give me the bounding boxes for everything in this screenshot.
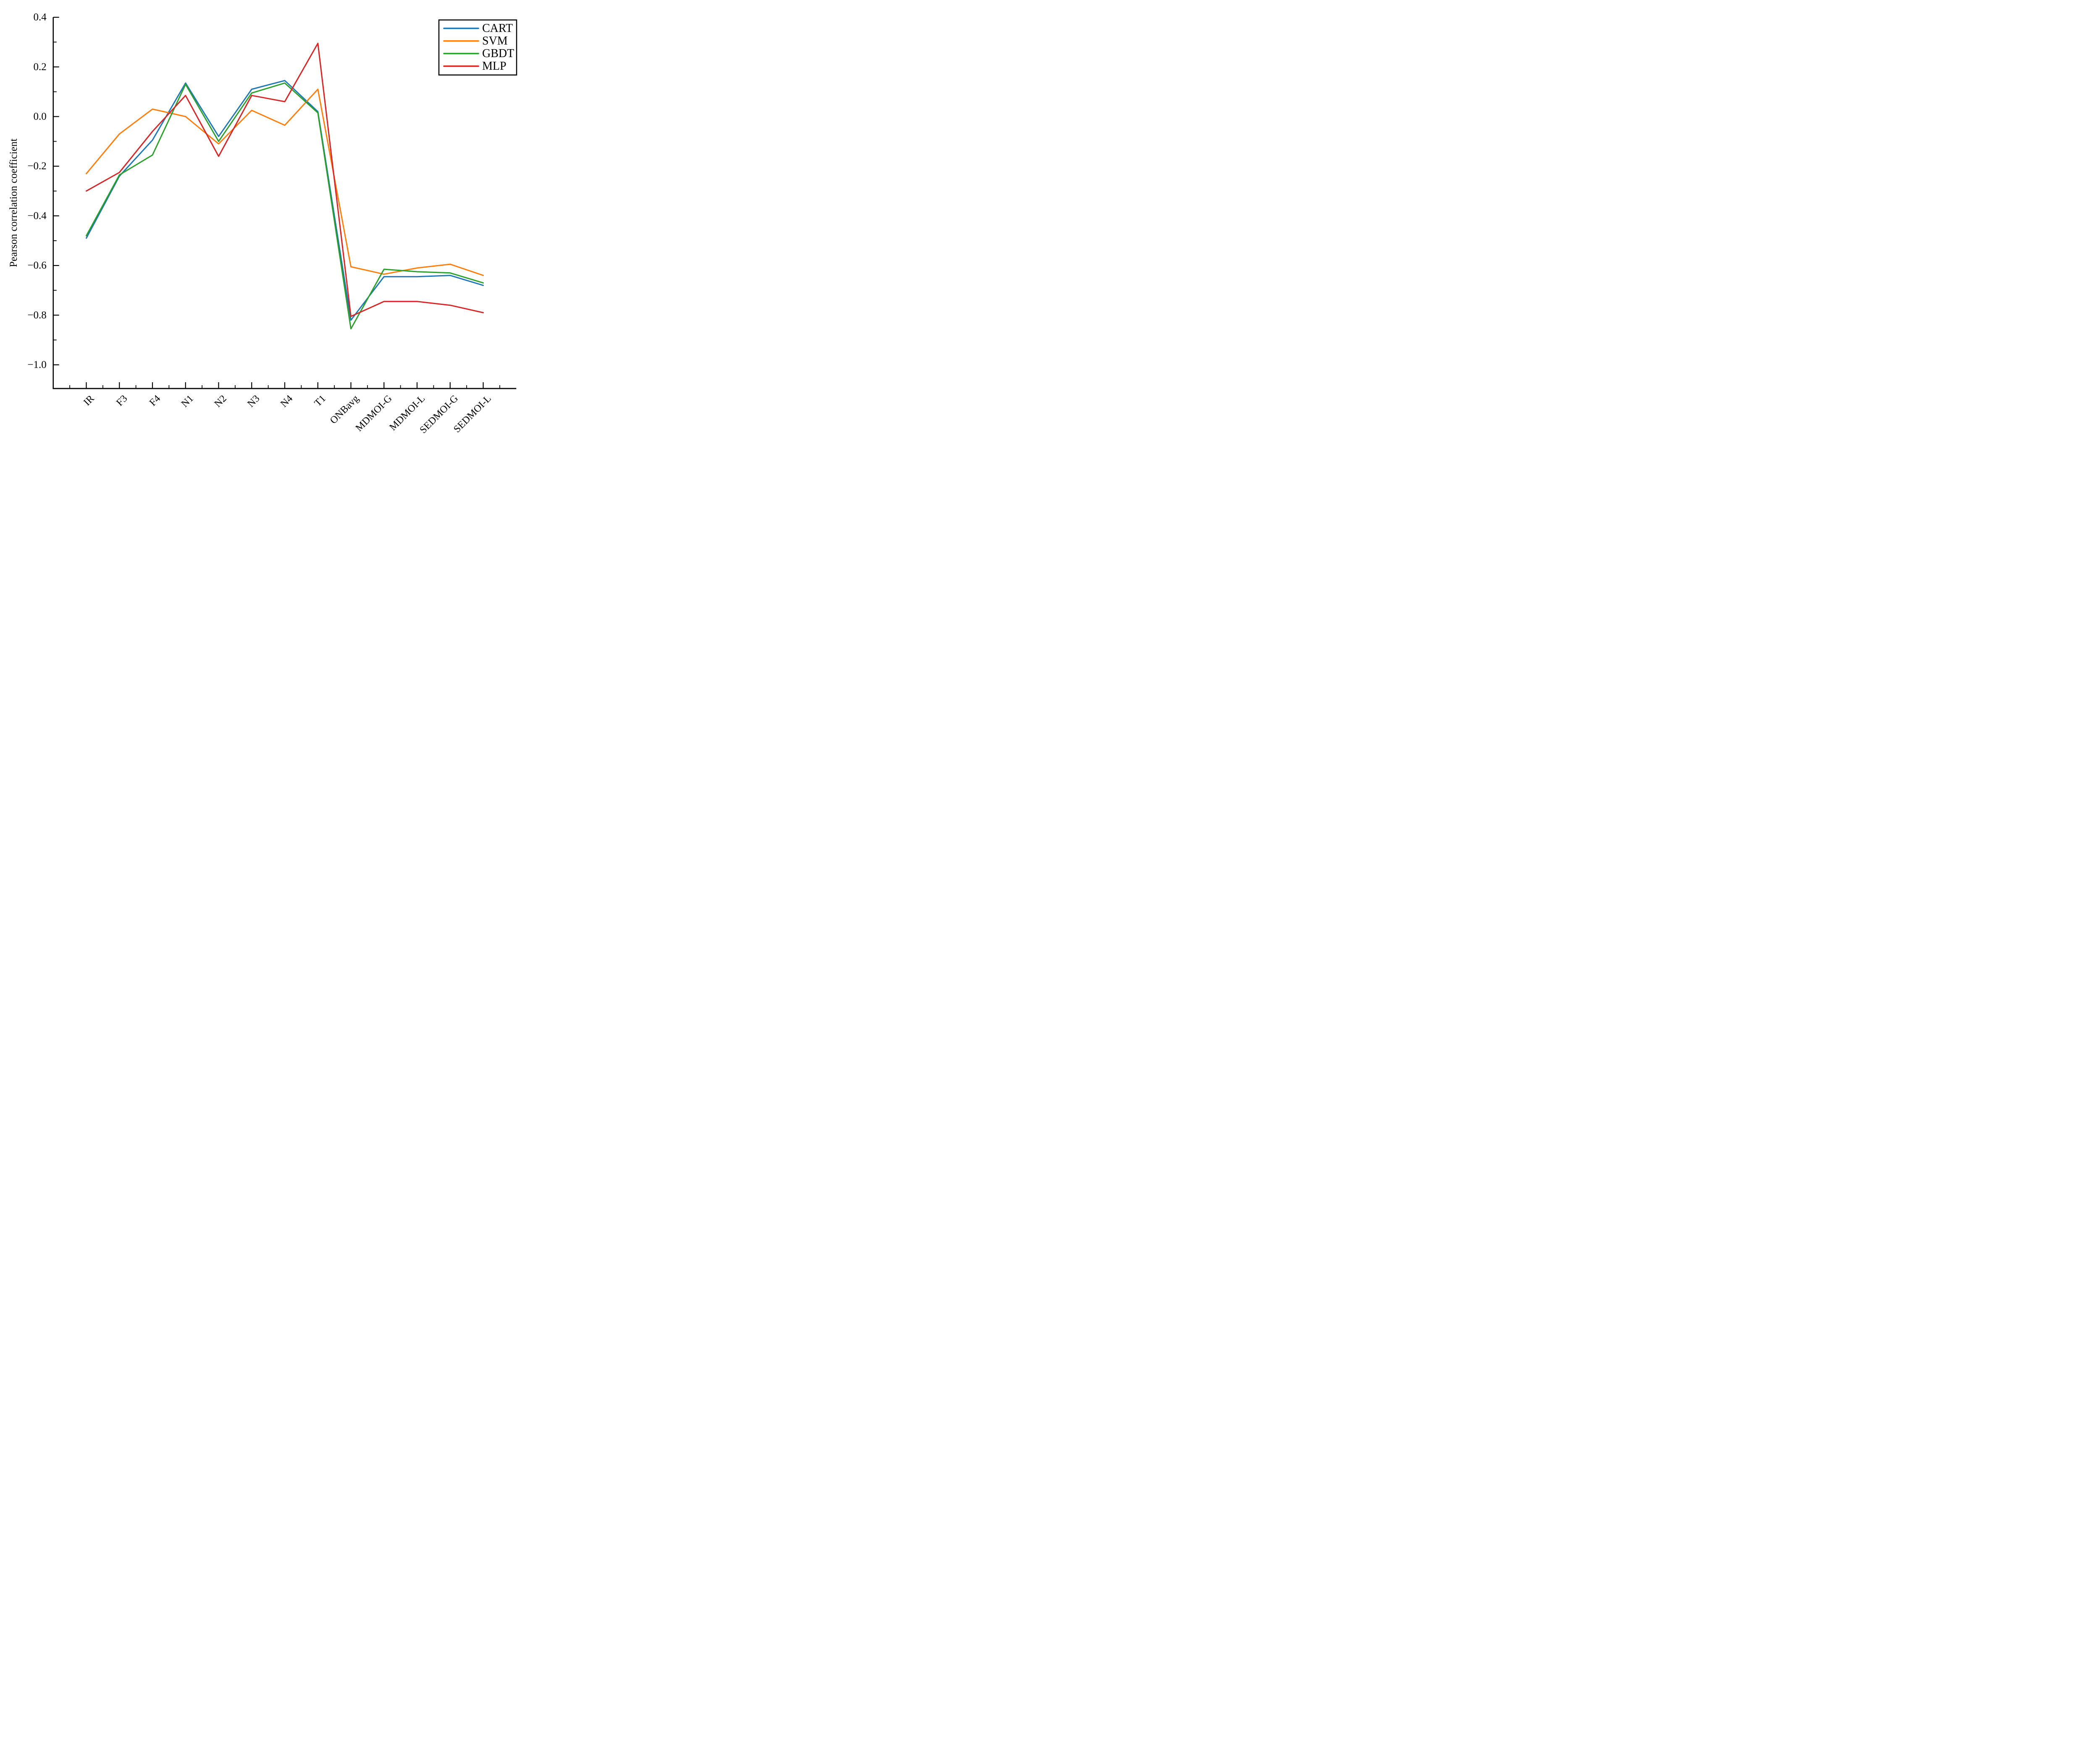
series-line-svm — [86, 89, 484, 276]
chart-canvas: 0.4 0.2 0.0 −0.2 −0.4 −0.6 −0.8 −1.0 IR F3 F4 N1 N2… — [8, 12, 517, 436]
y-tick-label: −0.2 — [27, 160, 46, 172]
x-tick-label: N3 — [245, 393, 262, 410]
x-tick-label: ONBavg — [328, 393, 361, 426]
y-tick-label: 0.0 — [34, 111, 47, 122]
legend-label-mlp: MLP — [482, 60, 507, 73]
legend-label-svm: SVM — [482, 34, 508, 47]
x-tick-label: T1 — [312, 393, 328, 409]
x-tick-label: N4 — [278, 393, 295, 410]
series-lines — [86, 42, 484, 330]
legend-label-cart: CART — [482, 22, 513, 35]
x-tick-label: IR — [81, 393, 96, 408]
x-tick-label: N2 — [213, 393, 229, 410]
x-tick-label: N1 — [179, 393, 196, 410]
x-tick-labels: IR F3 F4 N1 N2 N3 N4 T1 ONBavgMDMOI-GMDMOI-LSEDM… — [81, 393, 493, 436]
y-tick-label: 0.4 — [34, 12, 47, 23]
y-tick-label: −0.4 — [27, 210, 47, 221]
y-tick-labels: 0.4 0.2 0.0 −0.2 −0.4 −0.6 −0.8 −1.0 — [27, 12, 47, 370]
y-tick-label: 0.2 — [34, 61, 47, 73]
series-line-cart — [86, 80, 484, 321]
y-tick-label: −0.8 — [27, 310, 46, 321]
x-tick-label: F3 — [114, 393, 129, 408]
y-tick-label: −1.0 — [27, 359, 46, 370]
y-tick-label: −0.6 — [27, 260, 46, 271]
x-tick-label: MDMOI-G — [354, 393, 394, 434]
y-axis-label: Pearson correlation coefficient — [8, 139, 19, 267]
series-line-gbdt — [86, 82, 484, 330]
series-line-mlp — [86, 42, 484, 317]
x-tick-label: F4 — [147, 393, 163, 408]
axes — [52, 16, 517, 389]
figure: 0.4 0.2 0.0 −0.2 −0.4 −0.6 −0.8 −1.0 IR F3 F4 N1 N2… — [0, 0, 540, 437]
legend-label-gbdt: GBDT — [482, 47, 514, 60]
